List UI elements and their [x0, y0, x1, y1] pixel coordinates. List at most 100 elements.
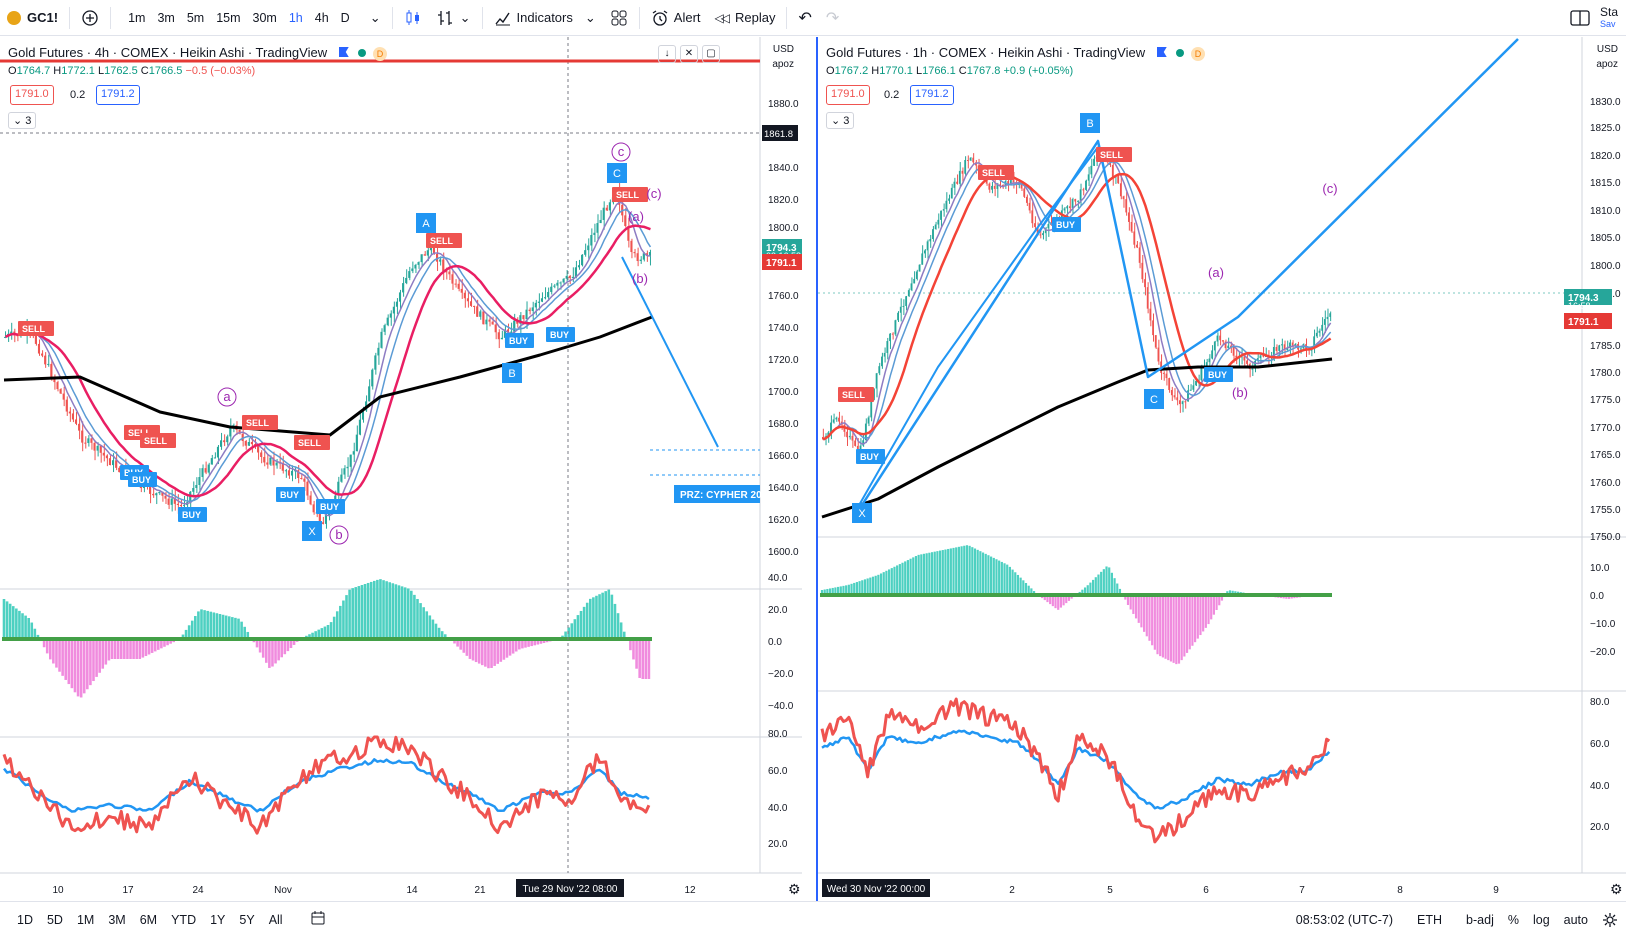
currency-selector[interactable]: USD apoz	[1596, 42, 1618, 72]
symbol-search[interactable]: GC1!	[0, 0, 65, 36]
layout-panel-icon[interactable]	[1570, 9, 1590, 27]
timeframe-dropdown[interactable]: ⌄	[363, 0, 388, 36]
osc-tick-label: 10.0	[1590, 563, 1610, 574]
heikin-ashi-candle	[257, 446, 260, 453]
timeframe-5m[interactable]: 5m	[186, 10, 205, 25]
pattern-point-box	[302, 521, 322, 541]
close-icon[interactable]: ✕	[680, 45, 698, 63]
heikin-ashi-candle	[402, 283, 405, 293]
heikin-ashi-candle	[411, 268, 414, 272]
indicators-label: Indicators	[516, 10, 573, 25]
sell-signal: SELL	[616, 190, 640, 200]
range-6m[interactable]: 6M	[139, 912, 158, 927]
heikin-ashi-candle	[260, 452, 263, 457]
heikin-ashi-candle	[229, 427, 232, 437]
heikin-ashi-candle	[395, 301, 398, 307]
heikin-ashi-candle	[921, 253, 923, 265]
arrow-down-icon[interactable]: ↓	[658, 45, 676, 63]
compare-symbol-button[interactable]	[74, 0, 106, 36]
heikin-ashi-candle	[1031, 210, 1034, 224]
range-3m[interactable]: 3M	[108, 912, 126, 927]
auto-toggle[interactable]: auto	[1563, 913, 1588, 927]
timeframe-15m[interactable]: 15m	[216, 10, 241, 25]
heikin-ashi-candle	[565, 275, 568, 279]
timeframe-1m[interactable]: 1m	[128, 10, 146, 25]
timeframe-4h[interactable]: 4h	[314, 10, 329, 25]
heikin-ashi-candle	[1224, 341, 1227, 349]
range-5d[interactable]: 5D	[46, 912, 63, 927]
time-tick-label: 5	[1107, 885, 1113, 896]
adjustment-toggle[interactable]: b-adj	[1466, 913, 1494, 927]
heikin-ashi-candle	[1082, 189, 1085, 191]
heikin-ashi-candle	[953, 181, 956, 188]
indicators-collapse-toggle[interactable]: ⌄ 3	[8, 112, 37, 129]
range-ytd[interactable]: YTD	[171, 912, 197, 927]
chart-pane-1h[interactable]: 1830.0 1825.0 1820.0 1815.0 1810.0 1805.0 1800…	[816, 37, 1626, 901]
heikin-ashi-candle	[584, 250, 587, 255]
log-toggle[interactable]: log	[1532, 913, 1550, 927]
sell-price-box[interactable]: 1791.0	[826, 85, 870, 105]
ma-long-line	[3, 315, 653, 437]
time-tick-label: 6	[1203, 885, 1209, 896]
heikin-ashi-candle	[115, 460, 118, 468]
timeframe-30m[interactable]: 30m	[252, 10, 277, 25]
indicators-button[interactable]: Indicators ⌄	[487, 0, 603, 36]
heikin-ashi-candle	[1184, 401, 1187, 403]
range-1m[interactable]: 1M	[76, 912, 95, 927]
heikin-ashi-candle	[1023, 188, 1025, 197]
heikin-ashi-candle	[74, 419, 78, 424]
currency-selector[interactable]: USD apoz	[772, 42, 794, 72]
heikin-ashi-candle	[510, 331, 513, 333]
range-1d[interactable]: 1D	[17, 912, 33, 927]
session-toggle[interactable]: ETH	[1417, 913, 1443, 927]
range-1y[interactable]: 1Y	[210, 912, 226, 927]
alert-button[interactable]: Alert	[644, 0, 708, 36]
ma-price-tag: 1791.1	[1568, 317, 1599, 328]
clock-label[interactable]: 08:53:02 (UTC-7)	[1295, 913, 1394, 927]
settings-gear-icon[interactable]	[1602, 912, 1618, 928]
heikin-ashi-candle	[1170, 390, 1173, 396]
heikin-ashi-candle	[263, 456, 266, 463]
price-tick-label: 1620.0	[768, 515, 799, 526]
heikin-ashi-candle	[929, 238, 932, 242]
range-5y[interactable]: 5Y	[239, 912, 255, 927]
timeframe-1h[interactable]: 1h	[288, 10, 303, 25]
chart-canvas-4h[interactable]: 1880.01840.01820.01800.01760.01740.01720…	[0, 37, 802, 901]
timeframe-D[interactable]: D	[340, 10, 350, 25]
buy-price-box[interactable]: 1791.2	[96, 85, 140, 105]
publish-label[interactable]: Sta	[1599, 5, 1618, 19]
chart-canvas-1h[interactable]: 1830.0 1825.0 1820.0 1815.0 1810.0 1805.0 1800…	[818, 37, 1626, 901]
chart-pane-4h[interactable]: 1880.0 1840.0 1820.0 1800.0 1760.0 1740.0 1720…	[0, 37, 802, 901]
heikin-ashi-candle	[414, 264, 417, 269]
percent-toggle[interactable]: %	[1507, 913, 1519, 927]
timeframe-3m[interactable]: 3m	[157, 10, 175, 25]
heikin-ashi-candle	[926, 241, 929, 251]
bar-style-button[interactable]	[397, 0, 429, 36]
heikin-ashi-candle	[93, 442, 96, 451]
buy-price-box[interactable]: 1791.2	[910, 85, 954, 105]
heikin-ashi-candle	[1074, 199, 1076, 202]
chart-type-button[interactable]: ⌄	[429, 0, 478, 36]
indicators-collapse-toggle[interactable]: ⌄ 3	[826, 112, 855, 129]
flag-icon[interactable]	[338, 47, 349, 57]
undo-button[interactable]: ↶	[791, 0, 818, 36]
maximize-icon[interactable]: ▢	[702, 45, 720, 63]
flag-icon[interactable]	[1156, 47, 1167, 57]
heikin-ashi-candle	[303, 478, 306, 482]
heikin-ashi-candle	[1136, 244, 1138, 248]
heikin-ashi-candle	[324, 515, 327, 524]
goto-date-button[interactable]	[310, 910, 326, 929]
heikin-ashi-candle	[161, 491, 164, 496]
heikin-ashi-candle	[346, 466, 349, 469]
wave-circle	[217, 387, 237, 407]
layouts-button[interactable]	[603, 0, 635, 36]
heikin-ashi-candle	[881, 356, 883, 367]
heikin-ashi-candle	[1323, 319, 1326, 325]
replay-button[interactable]: ◁◁ Replay	[708, 0, 783, 36]
redo-button[interactable]: ↷	[819, 0, 846, 36]
heikin-ashi-candle	[167, 498, 170, 505]
range-all[interactable]: All	[268, 912, 283, 927]
sell-price-box[interactable]: 1791.0	[10, 85, 54, 105]
sell-signal-box	[294, 435, 330, 450]
heikin-ashi-candle	[937, 219, 940, 225]
